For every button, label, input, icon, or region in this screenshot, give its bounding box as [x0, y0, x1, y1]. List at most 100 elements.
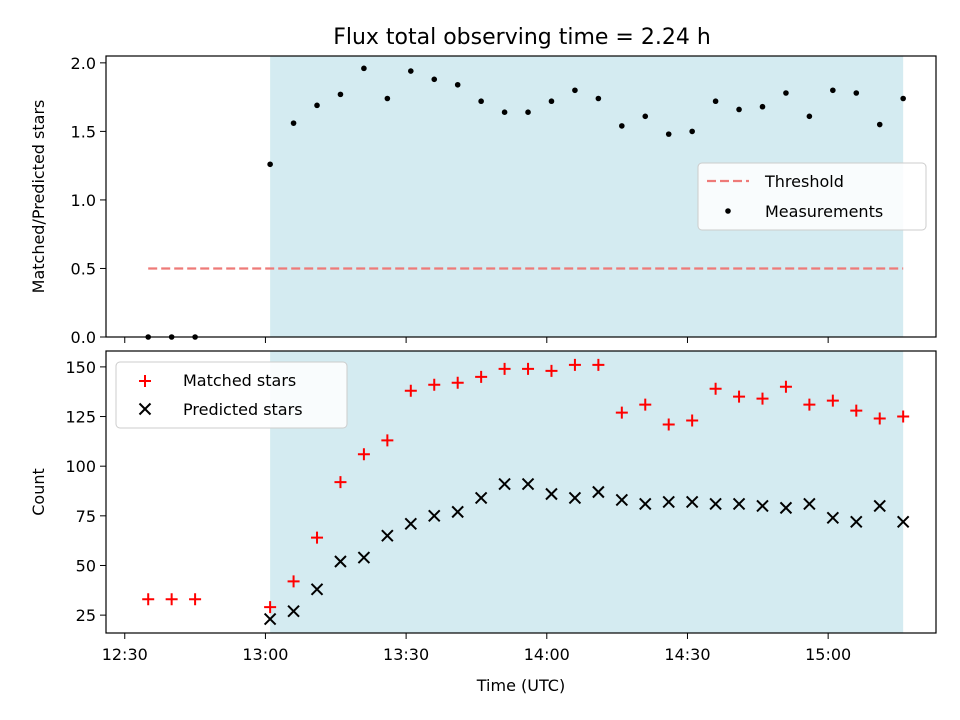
measurement-point: [900, 95, 906, 102]
y-tick-label: 150: [65, 358, 96, 377]
predicted-stars-point: [451, 505, 464, 519]
legend-measurement-label: Measurements: [765, 202, 883, 221]
matched-stars-point: [639, 398, 652, 411]
measurement-point: [337, 91, 344, 98]
predicted-stars-point: [498, 477, 511, 491]
matched-stars-point: [165, 593, 178, 606]
measurement-point: [267, 161, 273, 168]
x-tick-label: 14:00: [524, 645, 570, 664]
y-tick-label: 2.0: [71, 54, 96, 73]
matched-stars-point: [686, 414, 699, 427]
matched-stars-point: [142, 593, 155, 606]
predicted-stars-point: [662, 495, 675, 509]
predicted-stars-point: [592, 485, 605, 499]
predicted-stars-point: [896, 515, 910, 528]
y-tick-label: 1.0: [71, 191, 96, 210]
matched-stars-point: [779, 380, 792, 393]
matched-stars-point: [357, 448, 370, 461]
x-tick-label: 12:30: [102, 645, 148, 664]
y-tick-label: 125: [65, 408, 96, 427]
measurement-point: [595, 95, 602, 102]
matched-stars-point: [850, 404, 863, 417]
y-tick-label: 0.5: [71, 259, 96, 278]
matched-stars-point: [733, 390, 746, 403]
predicted-stars-point: [287, 604, 300, 618]
y-tick-label: 25: [76, 606, 96, 625]
measurement-point: [290, 120, 297, 126]
measurement-point: [572, 87, 578, 94]
matched-stars-point: [381, 434, 394, 447]
matched-stars-point: [522, 362, 535, 375]
matched-stars-point: [428, 378, 441, 391]
measurement-point: [314, 102, 320, 109]
chart-title: Flux total observing time = 2.24 h: [333, 25, 711, 50]
legend-threshold-label: Threshold: [764, 172, 844, 191]
predicted-stars-point: [568, 491, 582, 505]
predicted-stars-point: [639, 497, 652, 511]
x-tick-label: 13:00: [242, 645, 288, 664]
legend: Matched stars Predicted stars: [115, 361, 348, 429]
measurement-point: [454, 81, 461, 88]
y-tick-label: 75: [76, 507, 96, 526]
x-tick-label: 14:30: [664, 645, 710, 664]
x-axis-label: Time (UTC): [476, 676, 565, 695]
matched-stars-point: [475, 370, 488, 383]
measurement-point: [783, 90, 789, 96]
predicted-stars-point: [685, 495, 699, 509]
matched-stars-point: [189, 593, 202, 606]
matched-stars-point: [498, 362, 511, 375]
measurement-point: [431, 76, 438, 83]
predicted-stars-point: [850, 515, 863, 528]
measurement-point: [853, 90, 860, 96]
matched-stars-point: [803, 398, 816, 411]
matched-stars-point: [545, 364, 558, 377]
measurement-point: [830, 87, 836, 94]
matched-stars-point: [568, 358, 581, 371]
measurement-point: [876, 121, 883, 128]
matched-stars-point: [264, 601, 277, 614]
y-tick-label: 1.5: [71, 122, 96, 141]
predicted-stars-point: [709, 497, 722, 511]
legend-predicted-marker: [138, 402, 152, 416]
matched-stars-point: [873, 412, 886, 425]
measurement-point: [619, 123, 625, 129]
predicted-stars-point: [732, 497, 746, 511]
x-tick-label: 13:30: [383, 645, 429, 664]
predicted-stars-point: [334, 555, 347, 568]
matched-stars-point: [897, 410, 910, 423]
predicted-stars-point: [428, 509, 441, 523]
legend-box: [115, 361, 348, 429]
predicted-stars-point: [826, 511, 840, 525]
y-tick-label: 50: [76, 556, 96, 575]
matched-stars-point: [311, 531, 324, 544]
predicted-stars-point: [381, 529, 394, 542]
measurement-point: [361, 65, 367, 72]
matched-stars-point: [451, 376, 464, 389]
predicted-stars-point: [474, 491, 488, 505]
matched-stars-point: [334, 476, 347, 489]
predicted-stars-point: [779, 501, 793, 515]
ratio-panel: 0.0 0.5 1.0 1.5 2.0 Matched/Predicted stars Th…: [29, 54, 937, 347]
measurement-point: [712, 98, 719, 105]
legend: Threshold Measurements: [697, 162, 927, 231]
predicted-stars-point: [521, 477, 535, 491]
measurement-point: [408, 68, 414, 74]
measurement-point: [384, 95, 391, 102]
measurement-point: [736, 106, 742, 113]
legend-box: [697, 162, 927, 231]
predicted-stars-point: [756, 499, 769, 513]
legend-predicted-label: Predicted stars: [183, 400, 303, 419]
y-axis-label: Matched/Predicted stars: [29, 100, 48, 294]
legend-measurement-marker: [725, 208, 731, 214]
predicted-stars-point: [873, 499, 886, 513]
y-tick-label: 100: [65, 457, 96, 476]
predicted-stars-point: [310, 583, 324, 596]
measurement-point: [806, 113, 813, 120]
predicted-stars-point: [803, 497, 816, 511]
measurement-point: [501, 109, 508, 115]
matched-stars-point: [709, 382, 722, 395]
measurement-point: [525, 109, 531, 115]
legend-matched-label: Matched stars: [183, 371, 296, 390]
axes-frame: [105, 350, 937, 634]
